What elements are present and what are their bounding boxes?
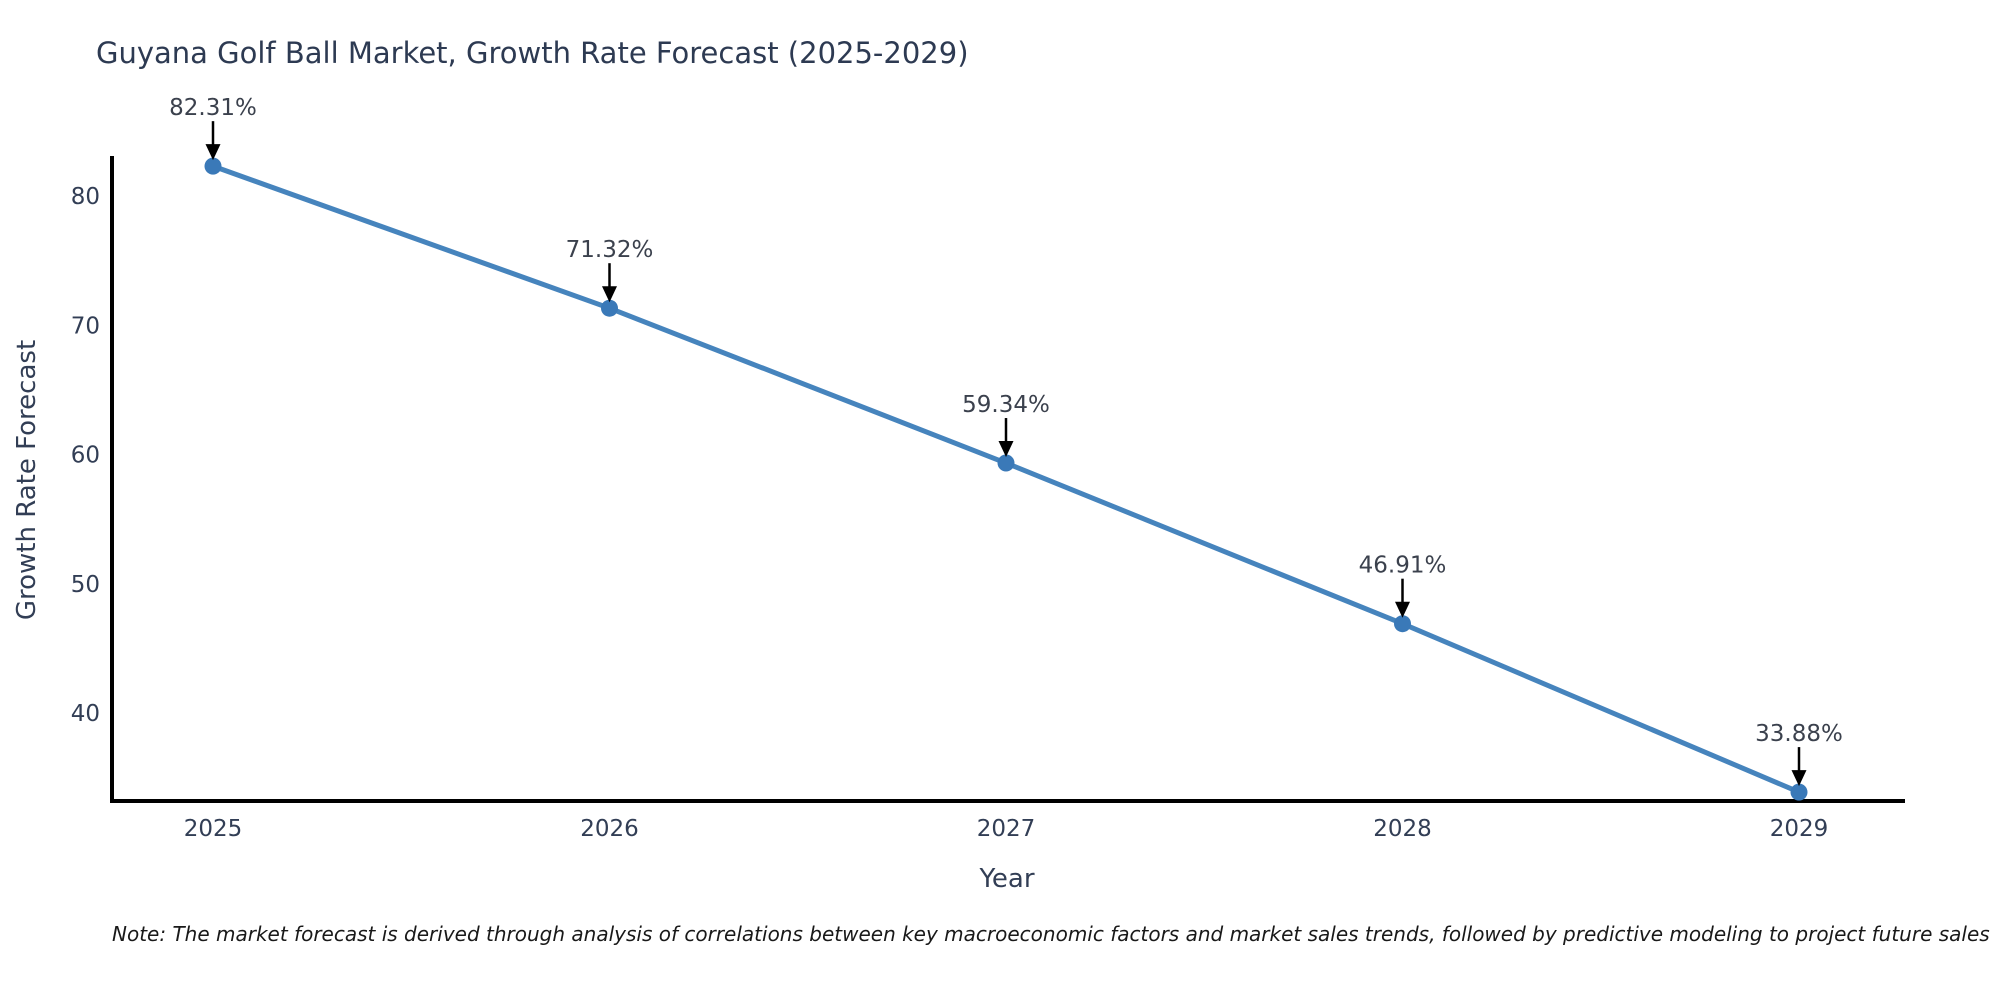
x-tick-label: 2026 xyxy=(580,816,639,842)
x-tick-label: 2025 xyxy=(184,816,243,842)
x-tick-label: 2028 xyxy=(1373,816,1432,842)
x-tick-label: 2027 xyxy=(977,816,1036,842)
x-tick-label: 2029 xyxy=(1770,816,1829,842)
data-point-marker xyxy=(204,157,222,175)
point-value-label: 82.31% xyxy=(169,95,257,121)
footnote: Note: The market forecast is derived thr… xyxy=(112,922,1990,946)
annotation-arrow-head xyxy=(205,144,221,161)
x-axis-title: Year xyxy=(979,864,1035,894)
annotation-arrow-head xyxy=(602,286,617,303)
y-tick-label: 40 xyxy=(71,701,100,727)
point-value-label: 46.91% xyxy=(1359,553,1447,579)
y-tick-label: 70 xyxy=(71,313,100,339)
point-value-label: 33.88% xyxy=(1755,721,1843,747)
annotation-arrow-head xyxy=(1791,770,1807,787)
point-value-label: 71.32% xyxy=(566,237,654,263)
annotation-arrow-head xyxy=(1395,601,1410,618)
chart-title: Guyana Golf Ball Market, Growth Rate For… xyxy=(96,36,969,70)
point-value-label: 59.34% xyxy=(962,392,1050,418)
annotation-arrow-head xyxy=(998,441,1014,458)
y-tick-label: 80 xyxy=(71,184,100,210)
y-tick-label: 60 xyxy=(71,443,100,469)
data-point-marker xyxy=(1394,615,1411,633)
data-point-marker xyxy=(997,454,1015,472)
y-tick-label: 50 xyxy=(71,572,100,598)
data-point-marker xyxy=(1790,783,1808,801)
forecast-line xyxy=(212,163,1800,795)
data-point-marker xyxy=(601,299,618,317)
